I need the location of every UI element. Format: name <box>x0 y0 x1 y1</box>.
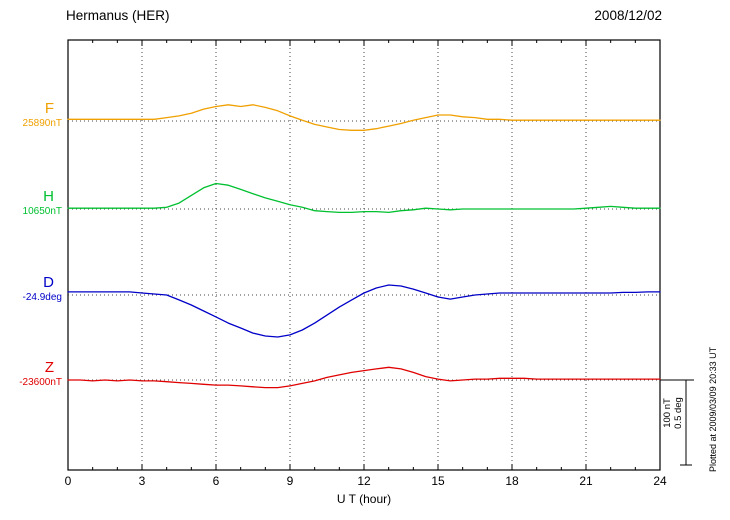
x-tick-label: 21 <box>579 474 593 488</box>
x-tick-label: 24 <box>653 474 667 488</box>
scale-deg-label: 0.5 deg <box>673 397 684 429</box>
x-tick-label: 3 <box>138 474 146 488</box>
trace-baseline-D: -24.9deg <box>22 292 62 303</box>
trace-label-D: D -24.9deg <box>0 274 62 304</box>
x-axis-label: U T (hour) <box>336 492 392 506</box>
trace-label-Z: Z -23600nT <box>0 359 62 389</box>
x-tick-label: 0 <box>64 474 72 488</box>
trace-letter-D: D <box>43 274 54 291</box>
trace-baseline-H: 10650nT <box>22 206 62 217</box>
plotted-at-label: Plotted at 2009/03/09 20:33 UT <box>708 346 718 472</box>
scale-bar-labels: 100 nT 0.5 deg <box>662 378 684 448</box>
trace-letter-H: H <box>43 188 54 205</box>
trace-letter-Z: Z <box>44 359 54 376</box>
trace-letter-F: F <box>44 100 54 117</box>
x-tick-label: 15 <box>431 474 445 488</box>
scale-nT-label: 100 nT <box>662 398 673 428</box>
x-tick-label: 18 <box>505 474 519 488</box>
date-label: 2008/12/02 <box>594 8 662 23</box>
x-tick-label: 6 <box>212 474 220 488</box>
trace-label-H: H 10650nT <box>0 188 62 218</box>
x-tick-label: 9 <box>286 474 294 488</box>
x-tick-label: 12 <box>357 474 371 488</box>
page-title: Hermanus (HER) <box>66 8 170 23</box>
trace-baseline-F: 25890nT <box>22 118 62 129</box>
trace-baseline-Z: -23600nT <box>19 377 62 388</box>
trace-label-F: F 25890nT <box>0 100 62 130</box>
